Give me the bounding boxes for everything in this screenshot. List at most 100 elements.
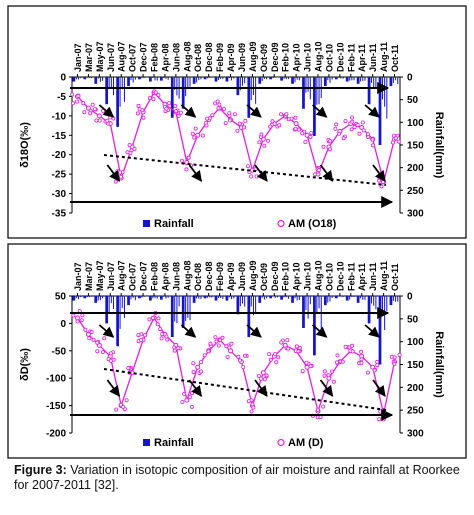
rainfall-bar: [138, 77, 141, 79]
am-point: [259, 377, 262, 380]
am-point: [96, 341, 99, 344]
rainfall-bar: [364, 296, 365, 300]
rainfall-bar: [76, 296, 77, 298]
rainfall-bar: [291, 296, 294, 303]
am-point: [351, 350, 354, 353]
x-tick-label: Jun-10: [303, 43, 313, 72]
am-point: [317, 169, 320, 172]
am-point: [151, 316, 154, 319]
rainfall-bar: [390, 296, 393, 305]
am-point: [96, 350, 99, 353]
am-point: [179, 111, 182, 114]
am-point: [278, 124, 281, 127]
rainfall-bar: [316, 296, 317, 313]
am-point: [221, 336, 224, 339]
am-point: [152, 98, 155, 101]
rainfall-bar: [141, 296, 142, 297]
am-point: [209, 342, 212, 345]
y-tick-label: 0: [60, 73, 66, 84]
am-point: [75, 316, 79, 320]
rainfall-bar: [266, 77, 267, 79]
am-point: [142, 116, 145, 119]
x-tick-label: Jun-10: [303, 262, 313, 291]
rainfall-bar: [122, 296, 123, 308]
rainfall-bar: [226, 296, 229, 301]
am-point: [75, 100, 78, 103]
am-point: [393, 362, 396, 365]
x-tick-label: Aug-09: [248, 260, 258, 291]
am-point: [301, 370, 304, 373]
y-tick-label: -35: [52, 209, 67, 220]
rainfall-bar: [80, 296, 81, 297]
rainfall-bar: [135, 296, 136, 300]
rainfall-bar: [83, 77, 86, 79]
am-point: [201, 134, 204, 137]
x-tick-label: Aug-11: [379, 261, 389, 291]
rainfall-bar: [258, 77, 261, 84]
am-point: [360, 350, 363, 353]
x-tick-label: Dec-09: [270, 261, 280, 291]
rainfall-bar: [297, 77, 298, 80]
chart-panel-o18: 0-5-10-15-20-25-30-35050100150200250300δ…: [8, 6, 466, 238]
am-point: [310, 132, 313, 135]
am-point: [91, 103, 94, 106]
am-point: [194, 127, 197, 130]
am-point: [342, 137, 345, 140]
rainfall-bar: [273, 77, 274, 78]
rainfall-bar: [277, 77, 278, 78]
y2-tick-label: 100: [407, 337, 424, 348]
am-point: [200, 370, 203, 373]
rainfall-bar: [324, 77, 327, 86]
legend-label-rainfall: Rainfall: [154, 437, 194, 449]
rainfall-bar: [266, 296, 267, 298]
rainfall-bar: [308, 77, 309, 92]
rainfall-bar: [379, 296, 382, 365]
rainfall-bar: [360, 77, 361, 81]
rainfall-bar: [297, 296, 298, 300]
x-tick-label: Feb-08: [150, 262, 160, 291]
rainfall-bar: [211, 296, 212, 298]
rainfall-bar: [237, 296, 240, 314]
rainfall-bar: [310, 296, 311, 304]
am-point: [252, 406, 255, 409]
rainfall-bar: [193, 296, 196, 303]
x-tick-label: Jun-11: [368, 43, 378, 72]
am-point: [90, 331, 93, 334]
am-point: [244, 119, 247, 122]
am-point: [84, 328, 87, 331]
rainfall-bar: [364, 77, 365, 81]
am-point: [371, 138, 374, 141]
am-point: [351, 344, 354, 347]
rainfall-bar: [340, 77, 341, 78]
x-tick-label: Dec-10: [335, 261, 345, 291]
am-point: [238, 122, 241, 125]
rainfall-bar: [233, 77, 234, 79]
rainfall-bar: [83, 296, 86, 298]
am-point: [192, 362, 195, 365]
y-tick-label: -30: [52, 189, 67, 200]
x-tick-label: Oct-09: [259, 44, 269, 72]
am-point: [305, 365, 309, 369]
am-point: [81, 314, 84, 317]
am-point: [126, 151, 129, 154]
rainfall-bar: [215, 296, 218, 301]
y-tick-label: -50: [52, 346, 67, 357]
rainfall-bar: [390, 77, 393, 86]
rainfall-bar: [368, 296, 371, 323]
rainfall-bar: [171, 77, 174, 118]
rainfall-bar: [87, 296, 88, 297]
am-point: [334, 127, 337, 130]
am-point: [287, 347, 290, 350]
am-point: [344, 119, 347, 122]
am-point: [398, 353, 401, 356]
x-tick-label: Jan-07: [73, 262, 83, 291]
am-point: [309, 135, 312, 138]
am-point: [193, 136, 196, 139]
am-point: [378, 179, 381, 182]
am-point: [185, 168, 188, 171]
am-point: [103, 337, 106, 340]
x-tick-label: Apr-08: [160, 43, 170, 72]
x-tick-label: Jun-07: [106, 43, 116, 72]
rainfall-bar: [255, 296, 256, 314]
rainfall-bar: [338, 77, 339, 78]
